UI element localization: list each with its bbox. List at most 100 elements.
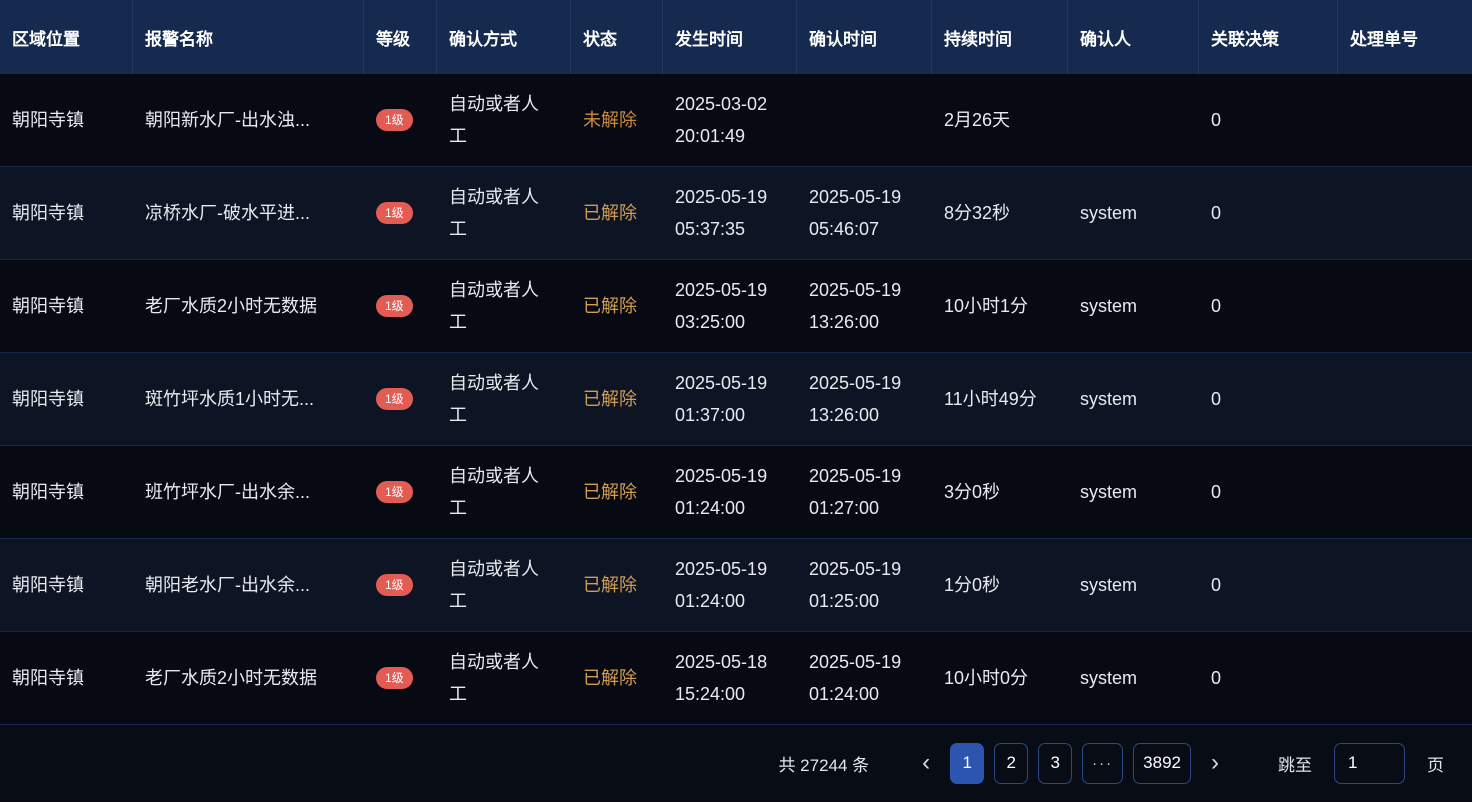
cell-ack-method: 自动或者人工 (437, 353, 571, 445)
cell-occur-time: 2025-03-02 20:01:49 (663, 74, 797, 166)
ack-date: 2025-05-19 (809, 466, 902, 486)
cell-alarm-name: 朝阳新水厂-出水浊... (145, 110, 310, 130)
cell-ack-method: 自动或者人工 (437, 74, 571, 166)
cell-alarm-name: 斑竹坪水质1小时无... (145, 389, 315, 409)
page-button-1[interactable]: 1 (950, 742, 985, 784)
column-header: 处理单号 (1350, 29, 1418, 49)
table-row: 朝阳寺镇 凉桥水厂-破水平进... 1级 自动或者人工 已解除 2025-05-… (0, 167, 1472, 260)
occur-date: 2025-05-19 (675, 187, 768, 207)
occur-date: 2025-05-19 (675, 466, 768, 486)
cell-alarm-name: 班竹坪水厂-出水余... (145, 482, 310, 502)
column-header: 确认人 (1068, 0, 1199, 74)
table-row: 朝阳寺镇 朝阳老水厂-出水余... 1级 自动或者人工 已解除 2025-05-… (0, 539, 1472, 632)
cell-occur-time: 2025-05-18 15:24:00 (663, 632, 797, 724)
cell-area-location: 朝阳寺镇 (12, 389, 84, 409)
level-badge: 1级 (376, 481, 413, 503)
pagination-bar: 共 27244 条 ‹ 1 2 3 ··· 3892 › 跳至 页 (0, 725, 1472, 801)
ack-time: 01:27:00 (809, 498, 880, 518)
ack-time: 01:25:00 (809, 591, 880, 611)
cell-confirmer: system (1080, 203, 1138, 223)
table-row: 朝阳寺镇 老厂水质2小时无数据 1级 自动或者人工 已解除 2025-05-19… (0, 260, 1472, 353)
cell-ack-time: 2025-05-19 13:26:00 (797, 353, 932, 445)
cell-status: 已解除 (583, 203, 637, 223)
chevron-right-icon[interactable]: › (1211, 749, 1219, 776)
column-header: 状态 (571, 0, 663, 74)
page-button-3[interactable]: 3 (1038, 742, 1073, 784)
ack-time: 01:24:00 (809, 684, 880, 704)
cell-related-decision: 0 (1211, 668, 1222, 688)
column-header: 报警名称 (133, 0, 364, 74)
column-header: 确认时间 (797, 0, 932, 74)
cell-duration: 11小时49分 (944, 389, 1037, 409)
cell-occur-time: 2025-05-19 05:37:35 (663, 167, 797, 259)
cell-confirmer: system (1080, 668, 1138, 688)
cell-order-number (1338, 632, 1472, 724)
cell-ack-method: 自动或者人工 (437, 632, 571, 724)
occur-date: 2025-05-19 (675, 559, 768, 579)
cell-level: 1级 (364, 632, 437, 724)
cell-confirmer: system (1080, 296, 1138, 316)
level-badge: 1级 (376, 574, 413, 596)
cell-level: 1级 (364, 74, 437, 166)
cell-order-number (1338, 167, 1472, 259)
cell-ack-method: 自动或者人工 (437, 446, 571, 538)
ack-date: 2025-05-19 (809, 652, 902, 672)
level-badge: 1级 (376, 202, 413, 224)
cell-alarm-name: 老厂水质2小时无数据 (145, 668, 318, 688)
jump-to-label: 跳至 (1278, 755, 1312, 775)
cell-ack-time: 2025-05-19 13:26:00 (797, 260, 932, 352)
cell-occur-time: 2025-05-19 01:37:00 (663, 353, 797, 445)
cell-level: 1级 (364, 446, 437, 538)
chevron-left-icon[interactable]: ‹ (922, 749, 931, 776)
cell-level: 1级 (364, 353, 437, 445)
page-button-last[interactable]: 3892 (1133, 742, 1191, 784)
ack-method-text: 自动或者人工 (449, 373, 539, 425)
cell-duration: 10小时1分 (944, 296, 1029, 316)
page-ellipsis-button[interactable]: ··· (1082, 742, 1124, 784)
ack-method-text: 自动或者人工 (449, 466, 539, 518)
cell-status: 已解除 (583, 296, 637, 316)
cell-occur-time: 2025-05-19 01:24:00 (663, 539, 797, 631)
cell-order-number (1338, 74, 1472, 166)
ack-method-text: 自动或者人工 (449, 652, 539, 704)
cell-order-number (1338, 539, 1472, 631)
cell-ack-method: 自动或者人工 (437, 539, 571, 631)
column-header: 区域位置 (0, 0, 133, 74)
table-row: 朝阳寺镇 班竹坪水厂-出水余... 1级 自动或者人工 已解除 2025-05-… (0, 446, 1472, 539)
cell-ack-time: 2025-05-19 05:46:07 (797, 167, 932, 259)
cell-ack-method: 自动或者人工 (437, 260, 571, 352)
cell-related-decision: 0 (1211, 203, 1222, 223)
cell-status: 已解除 (583, 575, 637, 595)
occur-time: 01:24:00 (675, 591, 746, 611)
page-button-2[interactable]: 2 (994, 742, 1029, 784)
ack-method-text: 自动或者人工 (449, 280, 539, 332)
level-badge: 1级 (376, 295, 413, 317)
cell-level: 1级 (364, 260, 437, 352)
total-count-label: 共 27244 条 (778, 755, 870, 775)
occur-time: 15:24:00 (675, 684, 746, 704)
cell-area-location: 朝阳寺镇 (12, 203, 84, 223)
ack-date: 2025-05-19 (809, 280, 902, 300)
ack-time: 05:46:07 (809, 219, 880, 239)
cell-duration: 8分32秒 (944, 203, 1011, 223)
cell-occur-time: 2025-05-19 03:25:00 (663, 260, 797, 352)
table-row: 朝阳寺镇 斑竹坪水质1小时无... 1级 自动或者人工 已解除 2025-05-… (0, 353, 1472, 446)
cell-area-location: 朝阳寺镇 (12, 482, 84, 502)
jump-page-input[interactable] (1334, 742, 1405, 784)
ack-method-text: 自动或者人工 (449, 94, 539, 146)
cell-confirmer: system (1080, 482, 1138, 502)
occur-date: 2025-05-19 (675, 373, 768, 393)
cell-related-decision: 0 (1211, 575, 1222, 595)
cell-duration: 1分0秒 (944, 575, 1001, 595)
table-header: 区域位置 报警名称 等级 确认方式 状态 发生时间 确认时间 持续时间 确认人 关联决策 处理单号 (0, 0, 1472, 74)
cell-related-decision: 0 (1211, 482, 1222, 502)
ack-method-text: 自动或者人工 (449, 559, 539, 611)
cell-status: 已解除 (583, 389, 637, 409)
cell-alarm-name: 朝阳老水厂-出水余... (145, 575, 310, 595)
ack-method-text: 自动或者人工 (449, 187, 539, 239)
cell-confirmer (1068, 74, 1199, 166)
cell-ack-time: 2025-05-19 01:25:00 (797, 539, 932, 631)
cell-duration: 2月26天 (944, 110, 1011, 130)
ack-date: 2025-05-19 (809, 373, 902, 393)
ack-date: 2025-05-19 (809, 187, 902, 207)
